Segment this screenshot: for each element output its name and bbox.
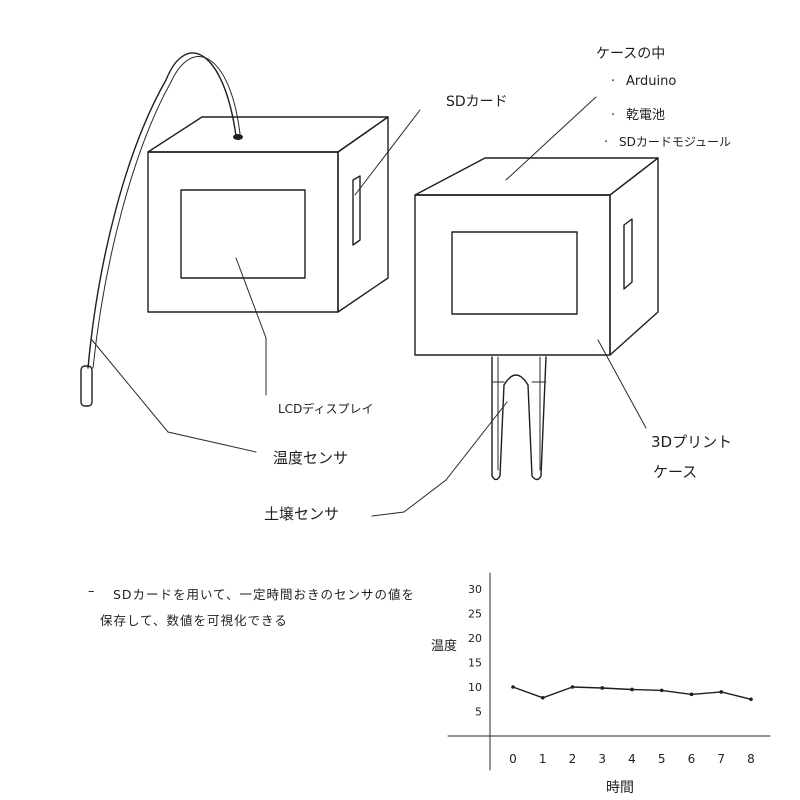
chart-x-label: 時間	[606, 780, 634, 796]
right-case-window	[451, 231, 578, 315]
temperature-chart: 5 10 15 20 25 30 0 1 2 3 4 5 6 7 8 温度 時間	[431, 572, 771, 796]
right-device-case	[414, 157, 659, 356]
x-tick-label: 4	[628, 752, 636, 766]
sensor-cable-outer	[87, 52, 237, 369]
soil-sensor	[491, 356, 547, 481]
case-item-sd-module: SDカードモジュール	[619, 135, 731, 149]
sensor-cable-inner	[92, 56, 241, 369]
x-tick-label: 7	[717, 752, 725, 766]
leader-case-inside	[505, 96, 597, 181]
description-line-1: SDカードを用いて、一定時間おきのセンサの値を	[113, 587, 416, 602]
bullet-3: ·	[604, 135, 608, 150]
data-point	[540, 695, 545, 700]
soil-sensor-inner	[497, 356, 541, 471]
left-case-side-face	[337, 116, 389, 313]
leader-sd-card	[354, 109, 421, 196]
x-tick-label: 8	[747, 752, 755, 766]
label-sd-card: SDカード	[446, 94, 508, 110]
y-tick-label: 5	[475, 706, 482, 719]
right-case-top-face	[414, 157, 659, 196]
left-case-front-face	[147, 151, 339, 313]
leader-3d-case	[597, 339, 647, 429]
bullet-1: ·	[611, 74, 615, 89]
label-3d-case: ケース	[653, 463, 697, 481]
right-case-side-face	[609, 157, 659, 356]
right-case-front-face	[414, 194, 611, 356]
sd-card-slot	[352, 175, 361, 246]
data-point	[749, 697, 753, 702]
x-tick-label: 1	[539, 752, 547, 766]
leader-temp-sensor	[91, 339, 257, 453]
chart-series-points	[511, 685, 753, 702]
leader-lcd	[235, 257, 267, 396]
data-point	[600, 686, 605, 690]
chart-y-label: 温度	[431, 638, 457, 654]
left-case-top-face	[147, 116, 389, 153]
case-item-arduino: Arduino	[626, 74, 676, 89]
data-point	[689, 692, 694, 697]
right-case-slot	[623, 218, 633, 290]
chart-x-ticks: 0 1 2 3 4 5 6 7 8	[509, 752, 755, 766]
y-tick-label: 10	[468, 681, 482, 694]
label-3d-print: 3Dプリント	[651, 433, 732, 451]
data-point	[659, 688, 664, 693]
description-line-2: 保存して、数値を可視化できる	[100, 613, 288, 628]
x-tick-label: 5	[658, 752, 666, 766]
leader-soil-sensor	[371, 401, 508, 517]
data-point	[630, 687, 634, 692]
x-tick-label: 0	[509, 752, 517, 766]
label-lcd-display: LCDディスプレイ	[278, 401, 373, 416]
x-tick-label: 6	[688, 752, 696, 766]
chart-y-ticks: 5 10 15 20 25 30	[468, 583, 482, 719]
case-item-battery: 乾電池	[626, 108, 665, 123]
data-point	[511, 685, 515, 689]
description-dash: –	[88, 584, 96, 599]
data-point	[719, 690, 724, 694]
x-tick-label: 2	[569, 752, 577, 766]
lcd-screen	[180, 189, 306, 279]
y-tick-label: 30	[468, 583, 482, 596]
soil-sensor-outer	[491, 356, 547, 481]
label-case-inside: ケースの中	[596, 46, 665, 62]
y-tick-label: 15	[468, 657, 482, 670]
bullet-2: ·	[611, 108, 615, 123]
x-tick-label: 3	[598, 752, 606, 766]
cable-connector	[233, 134, 243, 140]
temperature-probe	[80, 365, 93, 407]
left-device-case	[147, 116, 389, 313]
y-tick-label: 20	[468, 632, 482, 645]
label-soil-sensor: 土壌センサ	[264, 505, 339, 523]
label-temp-sensor: 温度センサ	[273, 449, 348, 467]
temperature-sensor	[80, 52, 243, 407]
data-point	[570, 685, 575, 689]
y-tick-label: 25	[468, 608, 482, 621]
